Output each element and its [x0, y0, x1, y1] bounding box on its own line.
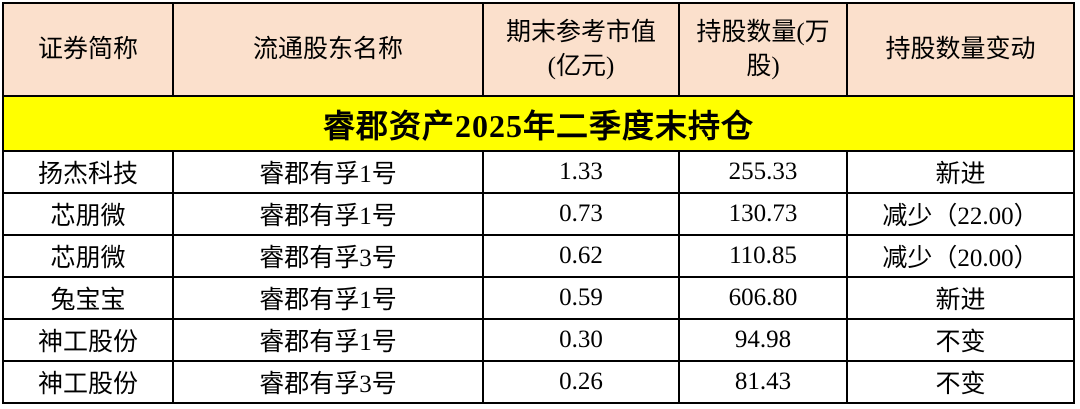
table-row: 扬杰科技 睿郡有孚1号 1.33 255.33 新进: [2, 150, 1075, 194]
table-header: 证券简称 流通股东名称 期末参考市值 (亿元) 持股数量(万 股) 持股数量变动: [2, 2, 1075, 97]
table-cell: 神工股份: [2, 318, 174, 362]
table-row: 神工股份 睿郡有孚3号 0.26 81.43 不变: [2, 360, 1075, 404]
table-cell: 兔宝宝: [2, 276, 174, 320]
table-cell: 扬杰科技: [2, 150, 174, 194]
table-cell: 不变: [846, 360, 1075, 404]
table-cell: 芯朋微: [2, 192, 174, 236]
table-cell: 130.73: [678, 192, 848, 236]
table-cell: 255.33: [678, 150, 848, 194]
table-cell: 睿郡有孚3号: [172, 360, 484, 404]
table-cell: 1.33: [482, 150, 680, 194]
table-cell: 不变: [846, 318, 1075, 362]
header-security-name: 证券简称: [2, 2, 174, 97]
table-cell: 110.85: [678, 234, 848, 278]
table-cell: 新进: [846, 276, 1075, 320]
table-cell: 睿郡有孚1号: [172, 150, 484, 194]
header-share-quantity: 持股数量(万 股): [678, 2, 848, 97]
holdings-table: 睿郡资产2025年二季度末持仓 证券简称 流通股东名称 期末参考市值 (亿元) …: [2, 2, 1075, 404]
header-quantity-change: 持股数量变动: [846, 2, 1075, 97]
table-cell: 睿郡有孚1号: [172, 318, 484, 362]
table-row: 神工股份 睿郡有孚1号 0.30 94.98 不变: [2, 318, 1075, 362]
table-cell: 0.30: [482, 318, 680, 362]
table-cell: 睿郡有孚3号: [172, 234, 484, 278]
table-title: 睿郡资产2025年二季度末持仓: [2, 95, 1075, 152]
header-shareholder-name: 流通股东名称: [172, 2, 484, 97]
table-cell: 606.80: [678, 276, 848, 320]
table-cell: 睿郡有孚1号: [172, 192, 484, 236]
table-cell: 新进: [846, 150, 1075, 194]
header-market-value: 期末参考市值 (亿元): [482, 2, 680, 97]
table-cell: 芯朋微: [2, 234, 174, 278]
title-row-group: 睿郡资产2025年二季度末持仓: [2, 95, 1075, 152]
table-row: 芯朋微 睿郡有孚3号 0.62 110.85 减少（20.00）: [2, 234, 1075, 278]
title-row: 睿郡资产2025年二季度末持仓: [2, 95, 1075, 152]
table-cell: 94.98: [678, 318, 848, 362]
table-cell: 睿郡有孚1号: [172, 276, 484, 320]
table-row: 兔宝宝 睿郡有孚1号 0.59 606.80 新进: [2, 276, 1075, 320]
table-body: 扬杰科技 睿郡有孚1号 1.33 255.33 新进 芯朋微 睿郡有孚1号 0.73 130.7…: [2, 150, 1075, 404]
table-cell: 0.62: [482, 234, 680, 278]
table-cell: 0.59: [482, 276, 680, 320]
table-cell: 0.26: [482, 360, 680, 404]
table-cell: 神工股份: [2, 360, 174, 404]
header-row: 证券简称 流通股东名称 期末参考市值 (亿元) 持股数量(万 股) 持股数量变动: [2, 2, 1075, 97]
table-cell: 0.73: [482, 192, 680, 236]
table-cell: 81.43: [678, 360, 848, 404]
table-cell: 减少（20.00）: [846, 234, 1075, 278]
table-row: 芯朋微 睿郡有孚1号 0.73 130.73 减少（22.00）: [2, 192, 1075, 236]
table-cell: 减少（22.00）: [846, 192, 1075, 236]
